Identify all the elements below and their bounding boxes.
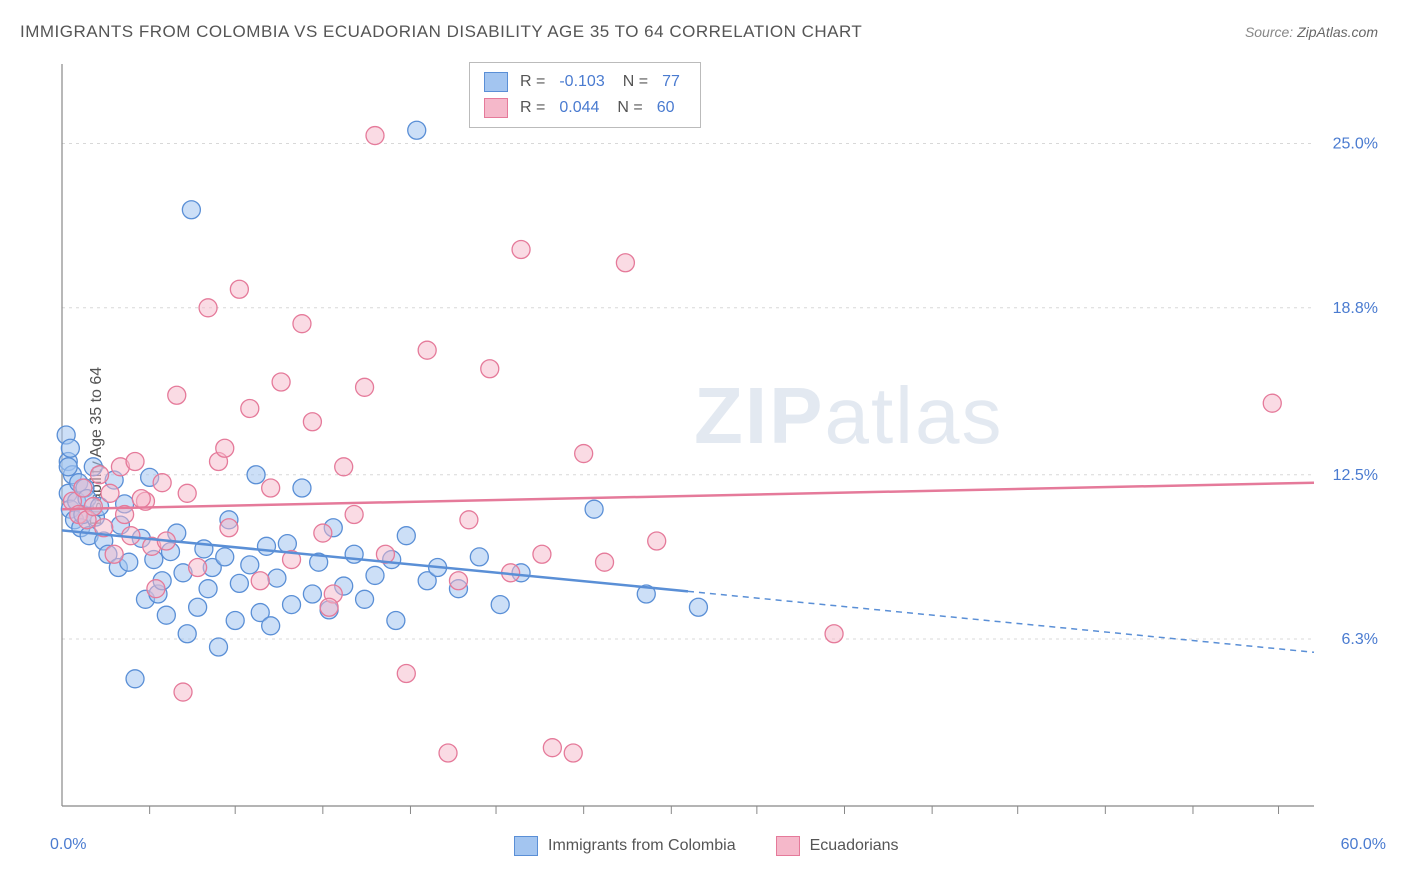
n-label: N = bbox=[617, 99, 642, 117]
swatch-colombia bbox=[484, 72, 508, 92]
chart-title: IMMIGRANTS FROM COLOMBIA VS ECUADORIAN D… bbox=[20, 22, 862, 42]
series-legend: Immigrants from Colombia Ecuadorians bbox=[514, 836, 899, 856]
source-site: ZipAtlas.com bbox=[1297, 24, 1378, 40]
swatch-ecuadorians bbox=[484, 98, 508, 118]
r-label: R = bbox=[520, 99, 545, 117]
r-value-ecuadorians: 0.044 bbox=[559, 99, 599, 117]
series-name-colombia: Immigrants from Colombia bbox=[548, 837, 736, 855]
swatch-colombia bbox=[514, 836, 538, 856]
chart-area: 6.3%12.5%18.8%25.0% ZIPatlas R = -0.103 … bbox=[54, 60, 1384, 820]
legend-item-colombia: Immigrants from Colombia bbox=[514, 836, 736, 856]
swatch-ecuadorians bbox=[776, 836, 800, 856]
n-value-colombia: 77 bbox=[662, 73, 680, 91]
source-attribution: Source: ZipAtlas.com bbox=[1245, 24, 1378, 40]
x-axis-end: 60.0% bbox=[1341, 836, 1386, 854]
legend-row-colombia: R = -0.103 N = 77 bbox=[484, 69, 686, 95]
legend-row-ecuadorians: R = 0.044 N = 60 bbox=[484, 95, 686, 121]
n-label: N = bbox=[623, 73, 648, 91]
svg-text:12.5%: 12.5% bbox=[1333, 467, 1378, 484]
svg-text:18.8%: 18.8% bbox=[1333, 300, 1378, 317]
series-name-ecuadorians: Ecuadorians bbox=[810, 837, 899, 855]
n-value-ecuadorians: 60 bbox=[657, 99, 675, 117]
correlation-legend: R = -0.103 N = 77 R = 0.044 N = 60 bbox=[469, 62, 701, 128]
legend-item-ecuadorians: Ecuadorians bbox=[776, 836, 899, 856]
x-axis-start: 0.0% bbox=[50, 836, 86, 854]
source-label: Source: bbox=[1245, 24, 1297, 40]
r-label: R = bbox=[520, 73, 545, 91]
r-value-colombia: -0.103 bbox=[559, 73, 604, 91]
scatter-chart: 6.3% 12.5% 18.8% 25.0% bbox=[54, 60, 1384, 820]
svg-text:6.3%: 6.3% bbox=[1342, 631, 1378, 648]
svg-text:25.0%: 25.0% bbox=[1333, 136, 1378, 153]
